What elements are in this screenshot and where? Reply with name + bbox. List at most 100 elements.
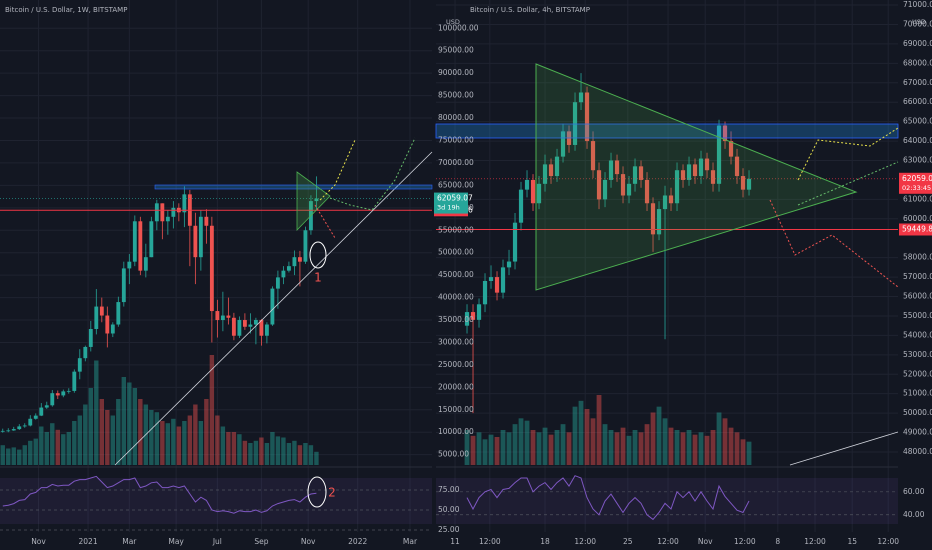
volume-bar xyxy=(1,445,5,465)
candle-body xyxy=(221,316,225,320)
y-tick-label: 66000.00 xyxy=(903,97,932,106)
candle-body xyxy=(254,320,258,324)
x-tick-label: 12:00 xyxy=(657,537,679,546)
countdown: 02:33:45 xyxy=(902,184,931,192)
candle-body xyxy=(78,358,82,371)
volume-bar xyxy=(567,432,572,465)
volume-bar xyxy=(651,413,656,466)
candle-body xyxy=(155,203,159,221)
y-tick-label: 52000.00 xyxy=(903,369,932,378)
volume-bar xyxy=(669,428,674,465)
volume-bar xyxy=(116,399,120,465)
candle-body xyxy=(287,266,291,270)
volume-bar xyxy=(45,432,49,465)
volume-bar xyxy=(133,388,137,465)
x-tick-label: Nov xyxy=(301,537,316,546)
rsi-tick-label: 40.00 xyxy=(903,510,925,519)
price-label: 59449.86 xyxy=(902,224,932,233)
candle-body xyxy=(525,180,529,190)
y-tick-label: 64000.00 xyxy=(903,136,932,145)
volume-bar xyxy=(639,432,644,465)
candle-body xyxy=(160,203,164,221)
volume-bar xyxy=(483,439,488,465)
y-tick-label: 56000.00 xyxy=(903,292,932,301)
annotation: 1 xyxy=(314,271,322,285)
candle-body xyxy=(166,217,170,221)
volume-bar xyxy=(723,418,728,465)
x-tick-label: Nov xyxy=(698,537,713,546)
axis-unit: USD xyxy=(912,18,926,26)
volume-bar xyxy=(603,424,608,465)
volume-bar xyxy=(519,418,524,465)
candle-body xyxy=(226,316,230,318)
x-tick-label: 15 xyxy=(847,537,857,546)
y-tick-label: 95000.00 xyxy=(438,46,474,55)
volume-bar xyxy=(537,432,542,465)
candle-body xyxy=(94,307,98,329)
volume-bar xyxy=(477,432,482,465)
y-tick-label: 50000.00 xyxy=(438,248,474,257)
candle-body xyxy=(304,230,308,261)
candle-body xyxy=(56,393,60,395)
volume-bar xyxy=(621,428,626,465)
candle-body xyxy=(270,289,274,325)
volume-bar xyxy=(495,437,500,465)
volume-bar xyxy=(597,395,602,465)
volume-bar xyxy=(645,424,650,465)
volume-bar xyxy=(507,432,512,465)
last-price-label: 62059.07 xyxy=(902,174,932,183)
volume-bar xyxy=(243,441,247,465)
x-tick-label: Mar xyxy=(122,537,137,546)
x-tick-label: Jul xyxy=(212,537,222,546)
screen: 1 2 48000.0049000.0050000.0051000.005200… xyxy=(0,0,932,550)
candle-body xyxy=(1,431,5,432)
x-tick-label: 11 xyxy=(450,537,460,546)
candle-body xyxy=(83,347,87,358)
x-tick-label: 12:00 xyxy=(574,537,596,546)
y-tick-label: 25000.00 xyxy=(438,360,474,369)
volume-bar xyxy=(585,409,590,465)
y-tick-label: 63000.00 xyxy=(903,156,932,165)
y-tick-label: 68000.00 xyxy=(903,58,932,67)
volume-bar xyxy=(276,436,280,465)
y-tick-label: 71000.00 xyxy=(903,0,932,9)
volume-bar xyxy=(735,432,740,465)
y-tick-label: 65000.00 xyxy=(438,180,474,189)
y-tick-label: 15000.00 xyxy=(438,405,474,414)
volume-bar xyxy=(166,423,170,465)
candle-body xyxy=(45,405,49,407)
candle-body xyxy=(144,257,148,270)
candle-body xyxy=(116,302,120,324)
volume-bar xyxy=(693,435,698,465)
volume-bar xyxy=(681,432,686,465)
volume-bar xyxy=(303,443,307,465)
y-tick-label: 60000.00 xyxy=(903,214,932,223)
volume-bar xyxy=(591,418,596,465)
volume-bar xyxy=(555,430,560,465)
volume-bar xyxy=(171,419,175,465)
candle-body xyxy=(215,311,219,320)
volume-bar xyxy=(248,443,252,465)
candle-body xyxy=(127,262,131,269)
volume-bar xyxy=(105,410,109,465)
volume-bar xyxy=(543,428,548,465)
y-tick-label: 54000.00 xyxy=(903,330,932,339)
x-tick-label: Mar xyxy=(403,537,418,546)
volume-bar xyxy=(78,416,82,466)
y-tick-label: 35000.00 xyxy=(438,315,474,324)
volume-bar xyxy=(100,399,104,465)
x-tick-label: 18 xyxy=(540,537,550,546)
volume-bar xyxy=(513,424,518,465)
candle-body xyxy=(243,320,247,327)
y-tick-label: 53000.00 xyxy=(903,350,932,359)
volume-bar xyxy=(633,430,638,465)
volume-bar xyxy=(657,407,662,465)
x-tick-label: 12:00 xyxy=(479,537,501,546)
candle-body xyxy=(61,391,65,395)
candle-body xyxy=(67,391,71,392)
volume-bar xyxy=(501,430,506,465)
y-tick-label: 20000.00 xyxy=(438,382,474,391)
volume-bar xyxy=(23,445,27,465)
y-tick-label: 40000.00 xyxy=(438,293,474,302)
volume-bar xyxy=(188,416,192,466)
